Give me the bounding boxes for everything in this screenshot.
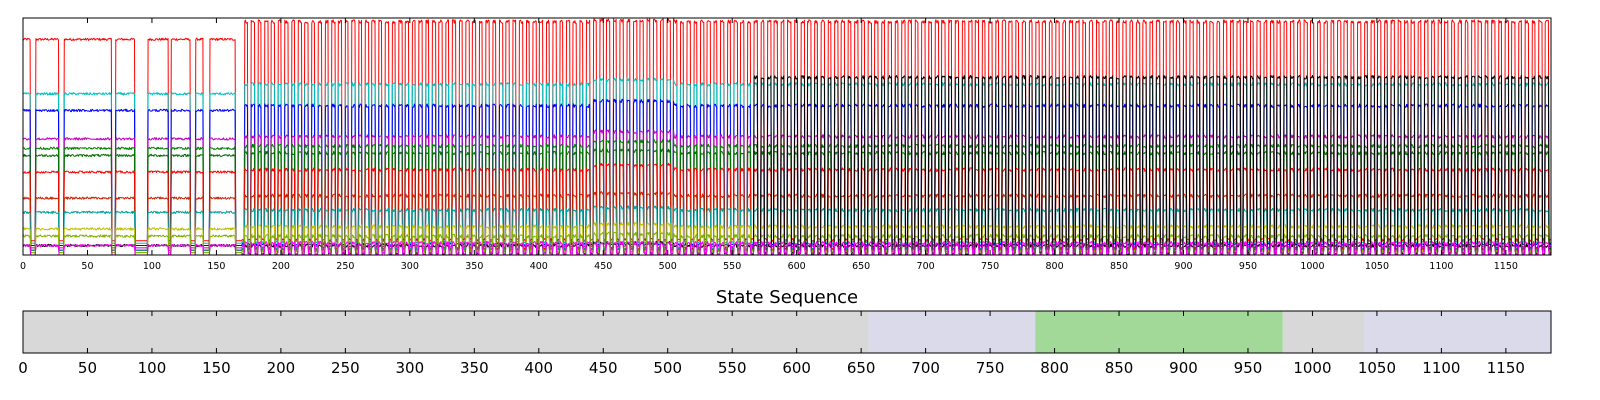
state-x-tick-label: 950 bbox=[1234, 359, 1263, 377]
state-x-tick-label: 50 bbox=[78, 359, 97, 377]
state-x-tick-label: 300 bbox=[396, 359, 425, 377]
signal-x-tick-label: 300 bbox=[401, 261, 419, 272]
signal-series-line-13 bbox=[22, 240, 1552, 256]
state-x-tick-label: 1050 bbox=[1358, 359, 1396, 377]
signal-x-tick-label: 350 bbox=[465, 261, 483, 272]
state-segment-2 bbox=[1035, 311, 1283, 353]
state-x-tick-label: 800 bbox=[1040, 359, 1069, 377]
state-sequence-frame bbox=[22, 310, 1552, 354]
signal-x-tick-label: 550 bbox=[723, 261, 741, 272]
state-x-tick-label: 850 bbox=[1105, 359, 1134, 377]
state-x-tick-label: 700 bbox=[911, 359, 940, 377]
state-x-tick-label: 1000 bbox=[1293, 359, 1331, 377]
state-x-tick-label: 0 bbox=[18, 359, 28, 377]
state-x-tick-label: 250 bbox=[331, 359, 360, 377]
signal-x-tick-label: 650 bbox=[852, 261, 870, 272]
state-x-tick-label: 900 bbox=[1169, 359, 1198, 377]
signal-x-tick-label: 950 bbox=[1239, 261, 1257, 272]
signal-x-tick-label: 900 bbox=[1174, 261, 1192, 272]
signal-x-tick-label: 1050 bbox=[1365, 261, 1389, 272]
signal-x-tick-label: 400 bbox=[530, 261, 548, 272]
signal-x-tick-label: 100 bbox=[143, 261, 161, 272]
state-x-tick-label: 550 bbox=[718, 359, 747, 377]
signal-x-tick-label: 250 bbox=[336, 261, 354, 272]
signal-x-tick-label: 1000 bbox=[1300, 261, 1324, 272]
signal-x-tick-label: 0 bbox=[20, 261, 26, 272]
state-sequence-plot: State Sequence 0 50 100 150 200 250 300 350 400 4… bbox=[18, 287, 1552, 377]
signal-x-tick-label: 200 bbox=[272, 261, 290, 272]
state-segments-group bbox=[23, 311, 1551, 353]
signal-x-tick-label: 750 bbox=[981, 261, 999, 272]
signal-x-tick-label: 1100 bbox=[1429, 261, 1453, 272]
state-x-tick-label: 200 bbox=[267, 359, 296, 377]
state-x-tick-label: 500 bbox=[653, 359, 682, 377]
state-segment-0 bbox=[23, 311, 869, 353]
state-x-tick-label: 100 bbox=[138, 359, 167, 377]
signal-plot-frame bbox=[22, 17, 1552, 256]
signal-x-tick-label: 50 bbox=[81, 261, 93, 272]
state-x-tick-label: 350 bbox=[460, 359, 489, 377]
signal-x-tick-label: 800 bbox=[1045, 261, 1063, 272]
state-x-tick-label: 650 bbox=[847, 359, 876, 377]
signal-x-tick-label: 850 bbox=[1110, 261, 1128, 272]
signal-series-group bbox=[22, 18, 1552, 256]
signal-x-tick-label: 450 bbox=[594, 261, 612, 272]
state-x-tick-label: 400 bbox=[524, 359, 553, 377]
state-x-tick-label: 450 bbox=[589, 359, 618, 377]
state-x-ticks: 0 50 100 150 200 250 300 350 400 450 500 550 600 650 7… bbox=[18, 311, 1525, 377]
state-x-tick-label: 150 bbox=[202, 359, 231, 377]
signal-plot: 0 50 100 150 200 250 300 350 400 450 500 550 600 650 7… bbox=[20, 17, 1552, 272]
signal-x-tick-label: 500 bbox=[659, 261, 677, 272]
state-x-tick-label: 750 bbox=[976, 359, 1005, 377]
state-x-tick-label: 600 bbox=[782, 359, 811, 377]
state-x-tick-label: 1150 bbox=[1487, 359, 1525, 377]
state-segment-3 bbox=[1282, 311, 1365, 353]
signal-x-tick-label: 600 bbox=[788, 261, 806, 272]
signal-x-ticks: 0 50 100 150 200 250 300 350 400 450 500 550 600 650 7… bbox=[20, 18, 1518, 272]
signal-series-line-12 bbox=[751, 75, 1552, 256]
state-segment-1 bbox=[868, 311, 1036, 353]
signal-x-tick-label: 700 bbox=[917, 261, 935, 272]
state-x-tick-label: 1100 bbox=[1422, 359, 1460, 377]
signal-x-tick-label: 1150 bbox=[1494, 261, 1518, 272]
state-segment-4 bbox=[1364, 311, 1551, 353]
state-sequence-title: State Sequence bbox=[716, 287, 858, 308]
signal-x-tick-label: 150 bbox=[207, 261, 225, 272]
